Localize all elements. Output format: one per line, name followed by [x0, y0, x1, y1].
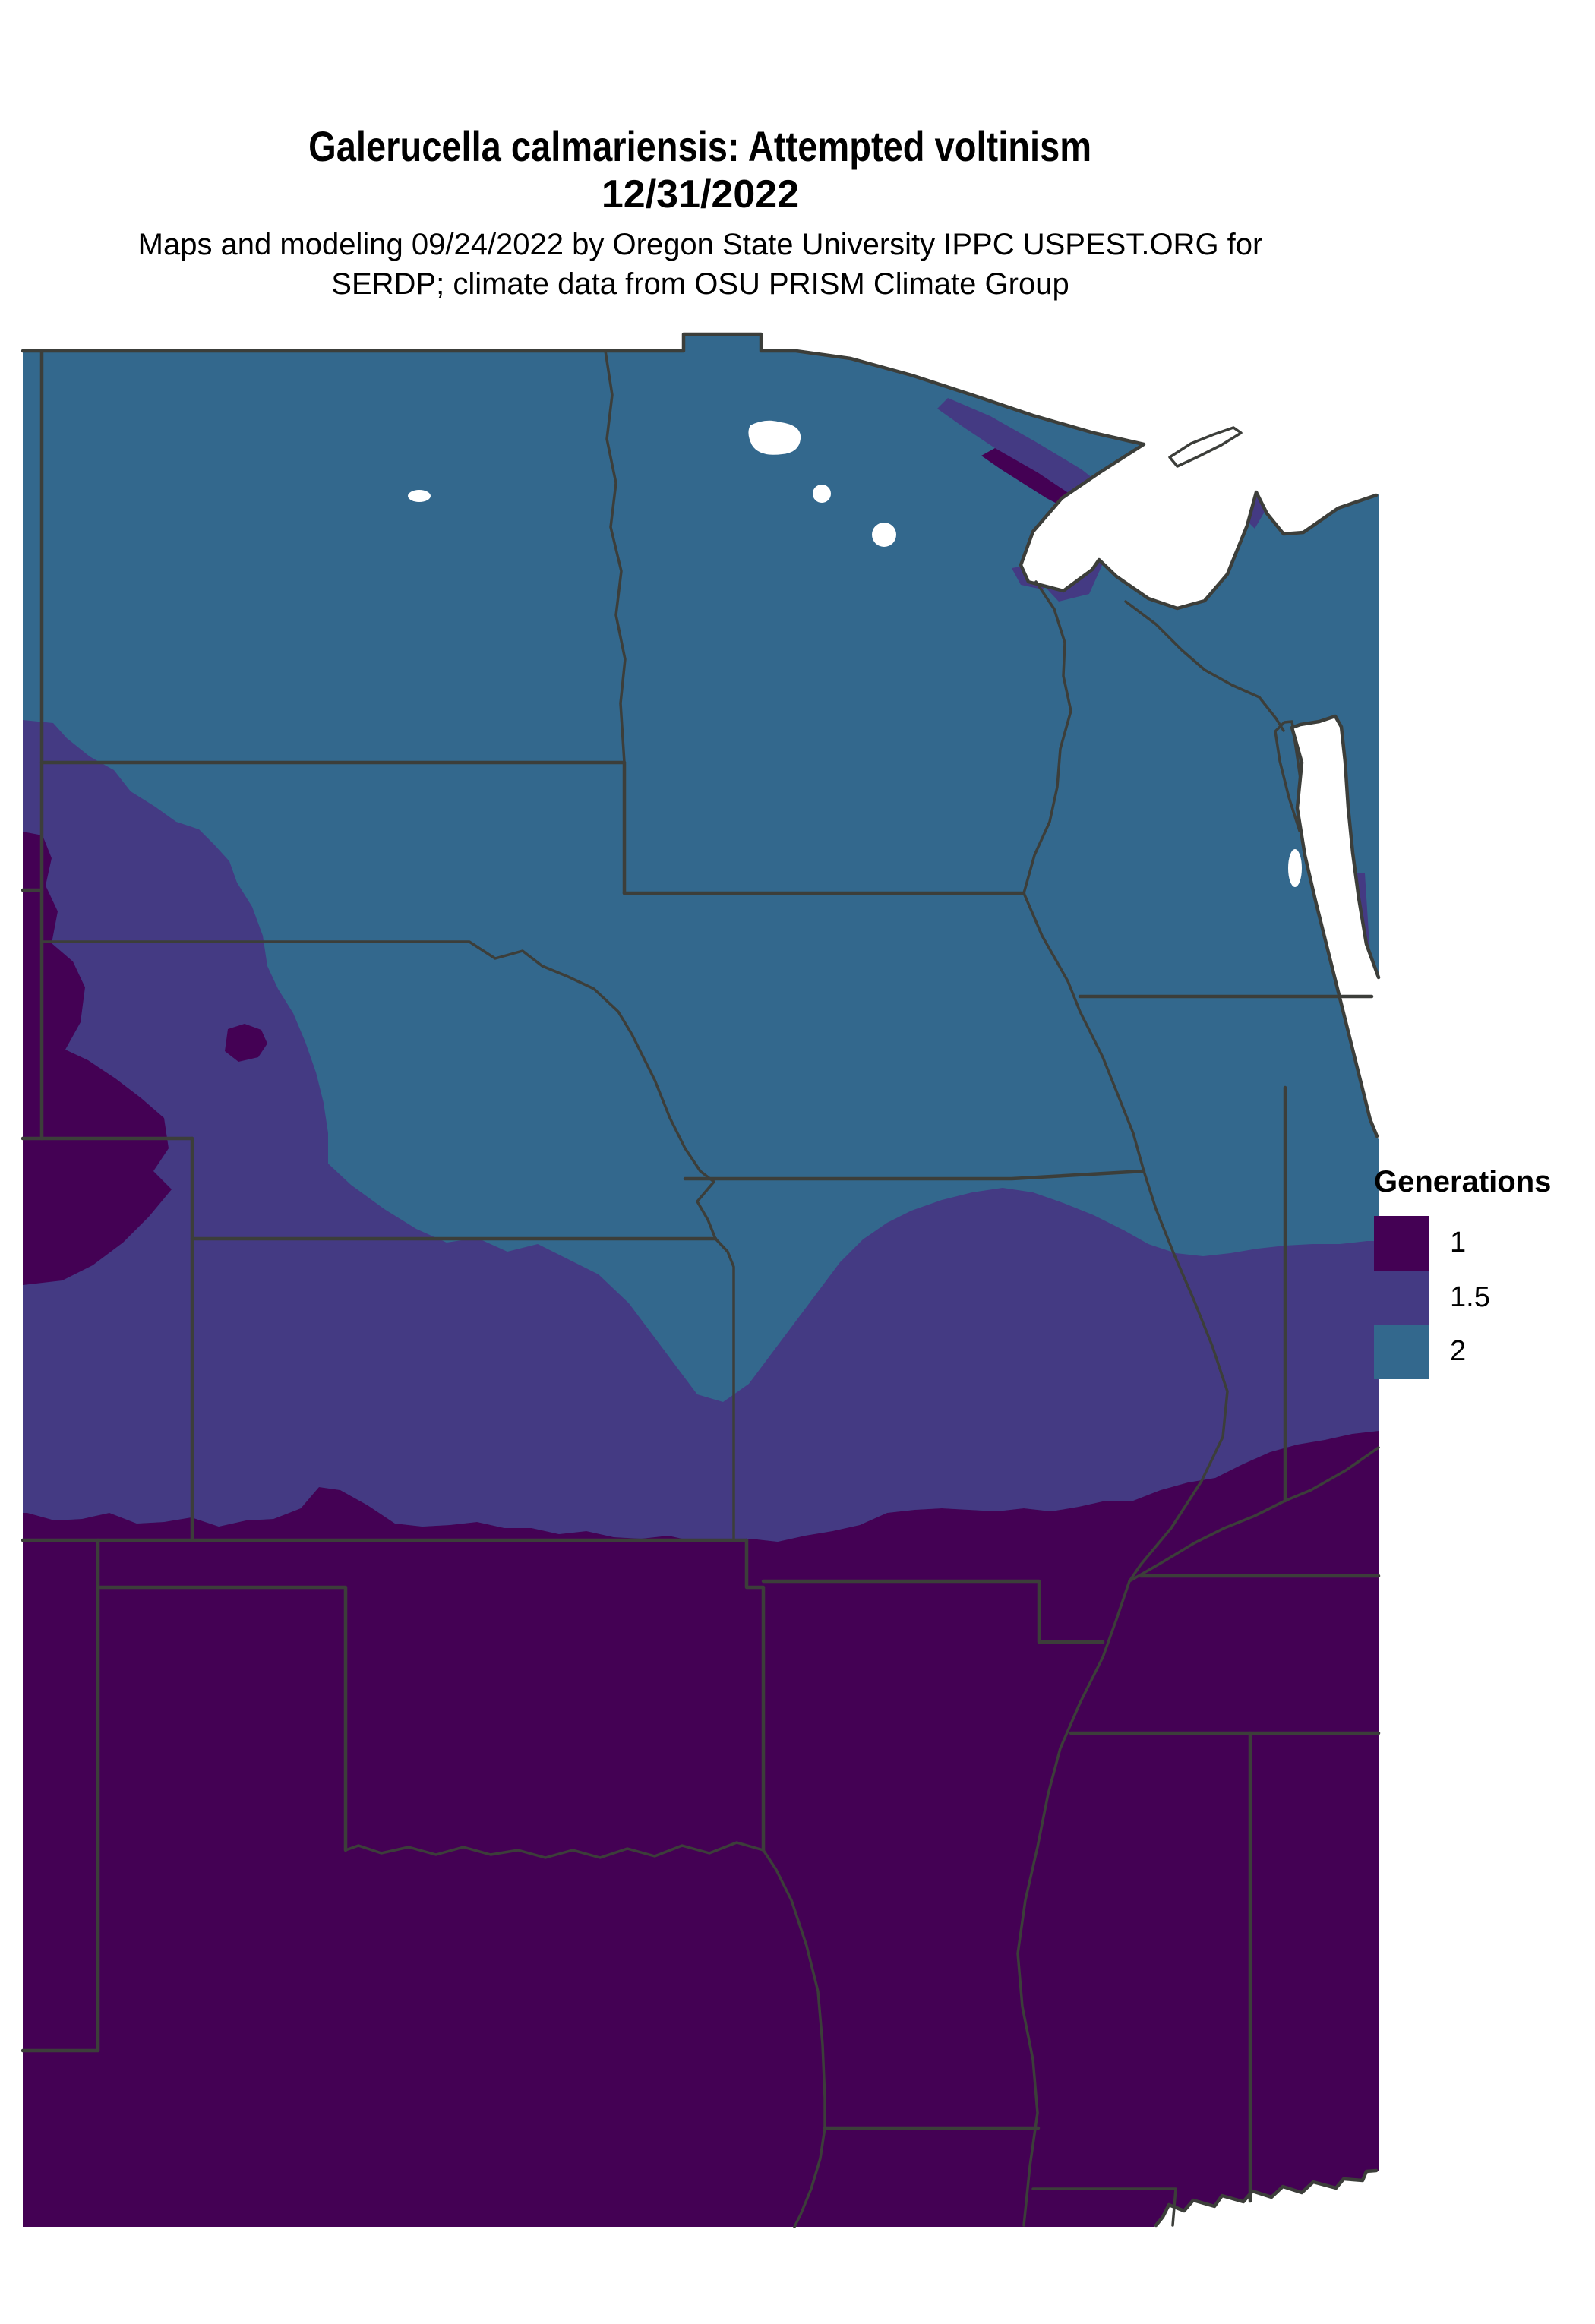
- legend-swatch-1-generation: [1374, 1216, 1429, 1271]
- lake-winnebago: [1288, 849, 1302, 887]
- ohio-river-border: [1128, 1446, 1380, 1583]
- wi-mi-border: [1124, 600, 1285, 732]
- mille-lacs-lake: [872, 523, 896, 547]
- legend-swatch-1-5-generations: [1374, 1270, 1429, 1325]
- la-ms-border: [1031, 2187, 1177, 2227]
- legend-label-1-generation: 1: [1450, 1227, 1467, 1259]
- leech-lake: [813, 485, 831, 503]
- legend-label-2-generations: 2: [1450, 1335, 1467, 1368]
- sd-ne-missouri-river: [40, 940, 717, 1240]
- canada-border-and-superior-coast: [21, 332, 1379, 611]
- legend-item-1-5: 1.5: [1374, 1270, 1587, 1325]
- red-lake: [748, 420, 801, 455]
- land-raster: [23, 334, 1379, 2227]
- legend-label-1-5-generations: 1.5: [1450, 1280, 1490, 1313]
- legend-item-1: 1: [1374, 1216, 1587, 1271]
- ks-mo-border: [714, 1237, 735, 1542]
- isle-royale: [1168, 426, 1243, 468]
- lake-michigan-coast: [1290, 714, 1381, 1138]
- devils-lake: [408, 490, 431, 502]
- nebraska-1-generation-spot: [225, 1024, 267, 1062]
- region-1-5-generations: [23, 720, 1379, 1542]
- map-date: 12/31/2022: [601, 172, 800, 216]
- north-shore-1-5-strip: [937, 398, 1110, 504]
- legend-item-2: 2: [1374, 1325, 1587, 1379]
- subtitle-line-2: SERDP; climate data from OSU PRISM Clima…: [331, 267, 1069, 301]
- legend-swatch-2-generations: [1374, 1325, 1429, 1379]
- west-1-generation-patch: [23, 832, 172, 1285]
- legend-title: Generations: [1374, 1165, 1552, 1198]
- tx-nm-border: [21, 1585, 100, 2053]
- subtitle-line-1: Maps and modeling 09/24/2022 by Oregon S…: [137, 228, 1263, 261]
- ok-ar-border: [744, 1538, 766, 1852]
- mo-ar-border: [761, 1579, 1105, 1644]
- legend: Generations 1 1.5 2: [1374, 1165, 1587, 1379]
- title-text: Galerucella calmariensis: Attempted volt…: [308, 122, 1092, 170]
- red-river-border: [604, 349, 627, 764]
- state-borders: [21, 349, 1381, 2228]
- tx-ar-la-border: [762, 1849, 826, 2228]
- mn-wi-border: [1022, 580, 1072, 895]
- ok-panhandle-tx-border: [96, 1538, 348, 1852]
- gulf-coast: [1154, 2168, 1379, 2228]
- region-1-generation: [23, 1431, 1379, 2227]
- ia-mo-border: [683, 1169, 1146, 1181]
- page-title: Galerucella calmariensis: Attempted volt…: [17, 122, 1384, 171]
- mississippi-river: [1016, 892, 1229, 2227]
- red-river-tx-ok: [344, 1841, 765, 1859]
